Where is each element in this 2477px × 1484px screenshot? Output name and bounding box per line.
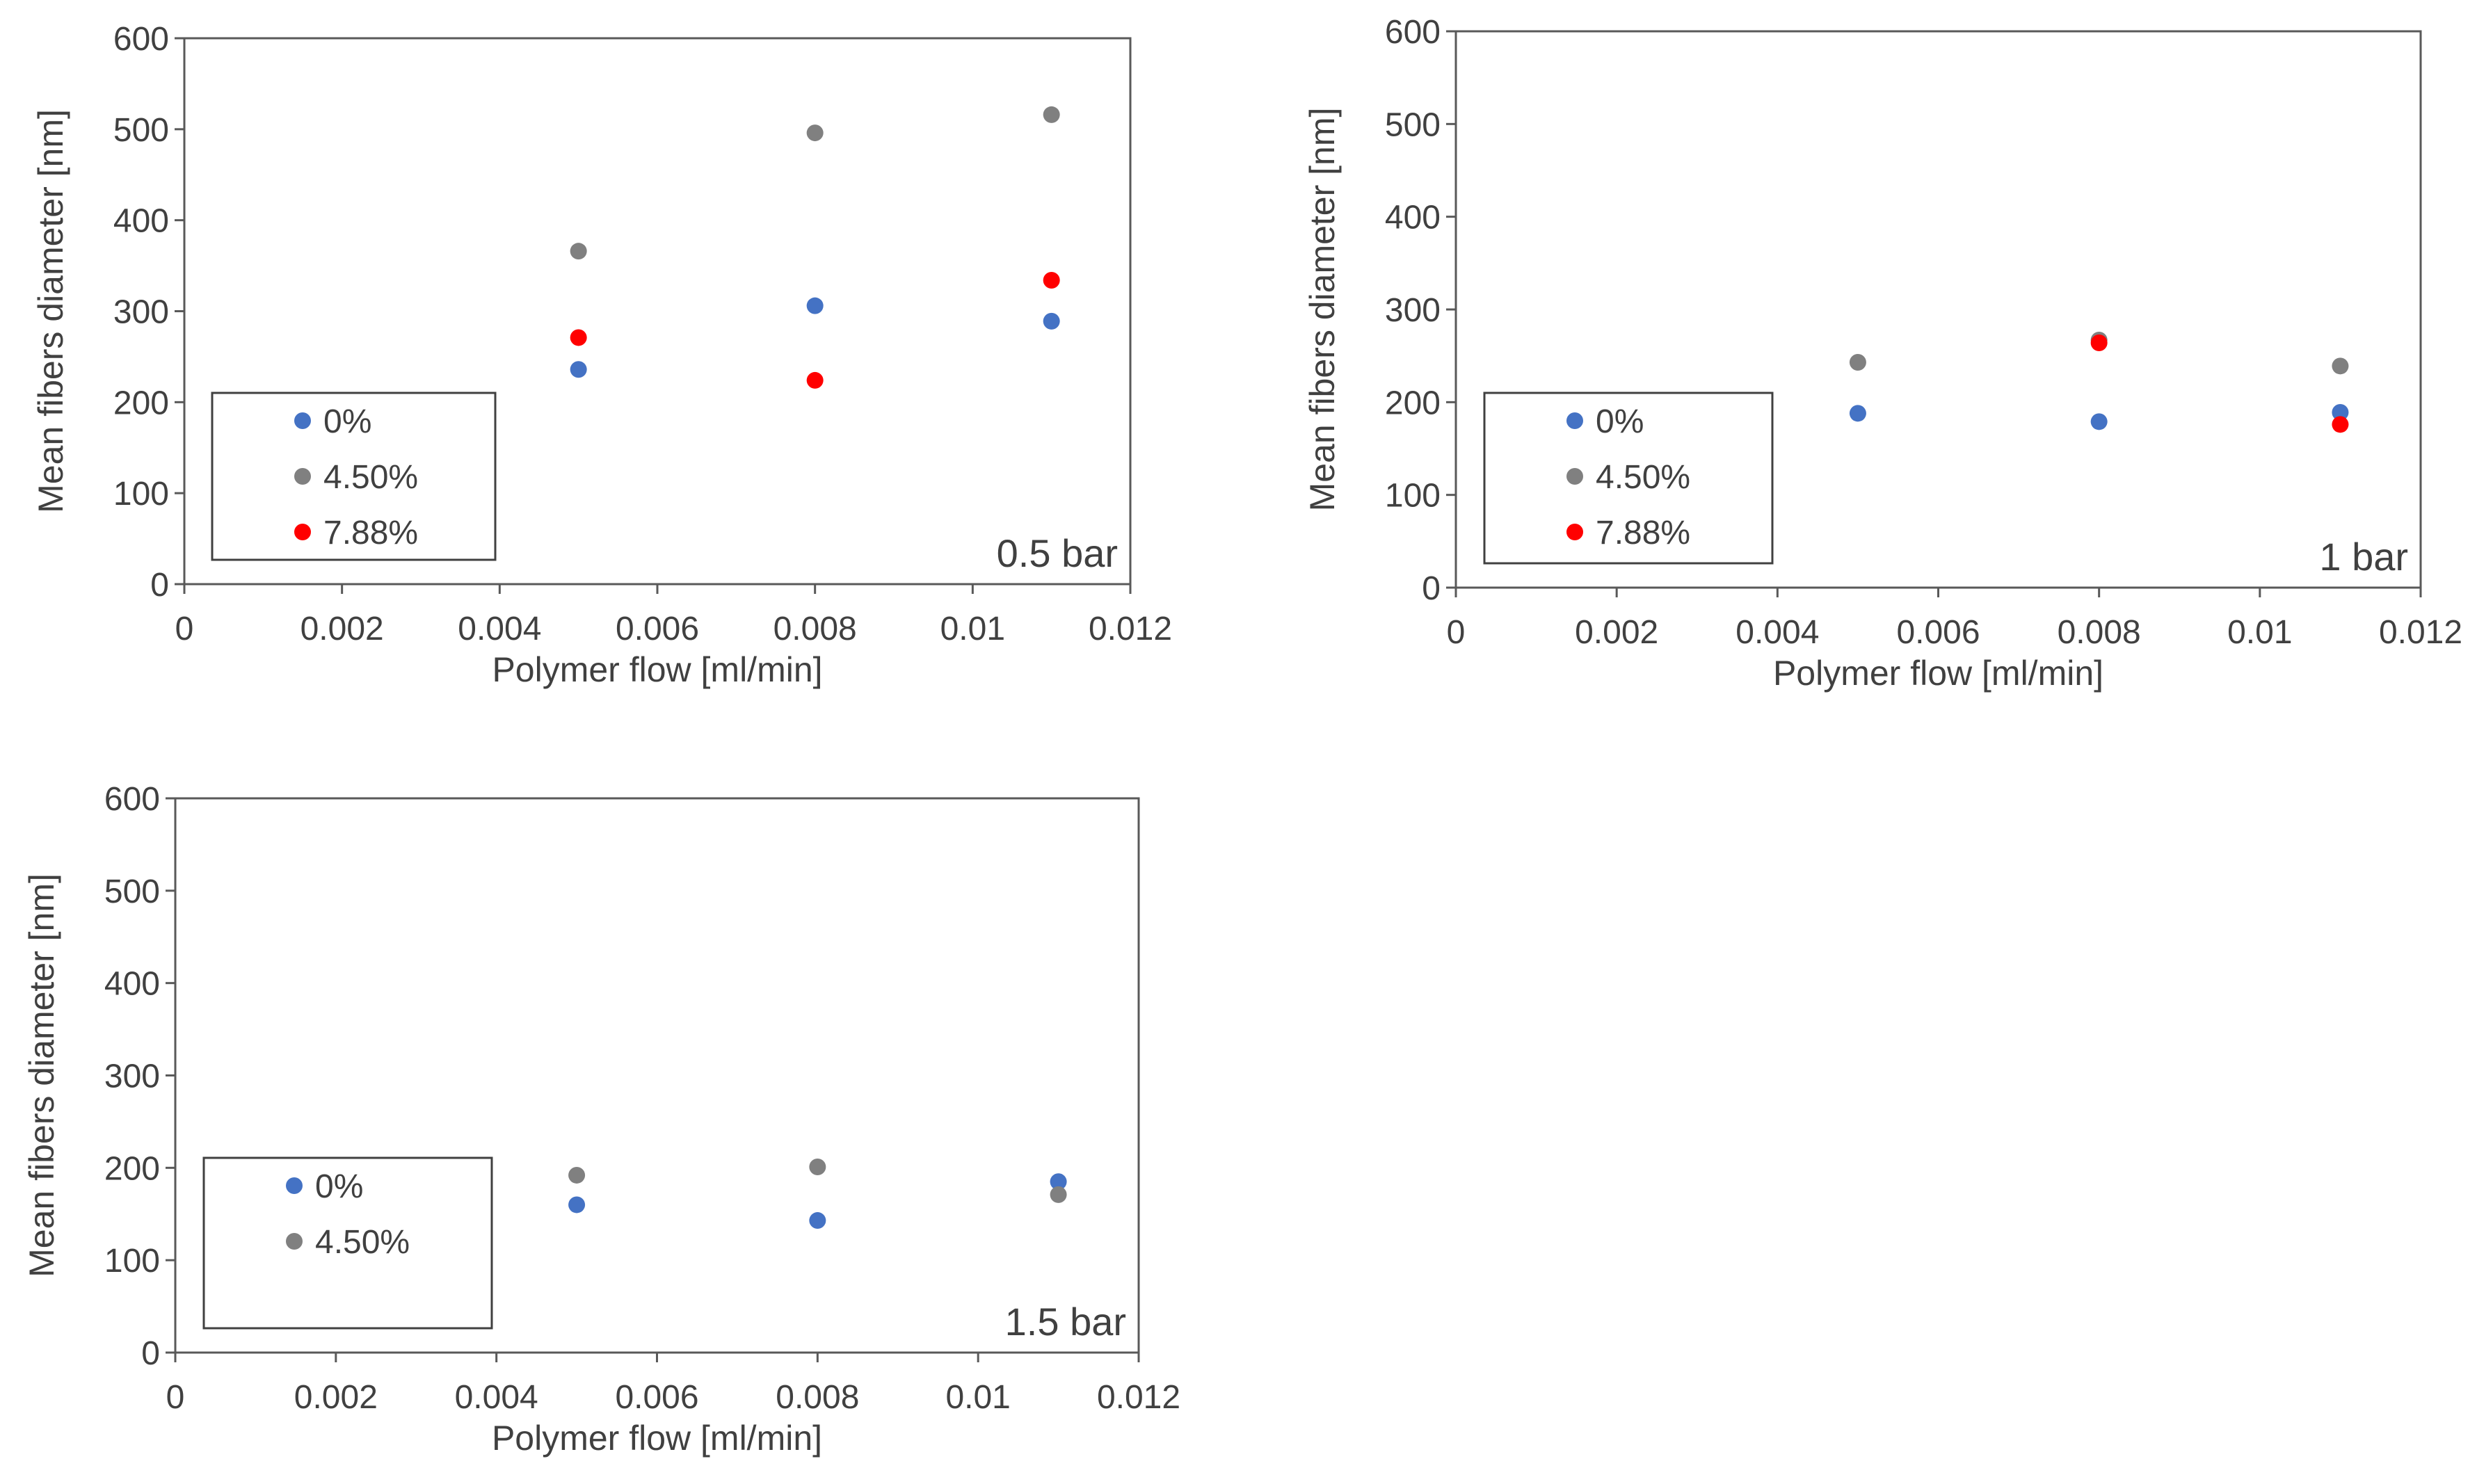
data-point-7-88: [806, 371, 824, 389]
chart-panel-0-5-bar: 0 100 200 300 400 500 600 0 0.002 0.004 0.006 0.008…: [31, 21, 1172, 689]
y-tick-label: 400: [104, 966, 160, 1003]
y-axis-title: Mean fibers diameter [nm]: [1303, 108, 1342, 512]
y-tick-label: 0: [141, 1335, 160, 1372]
x-axis-title: Polymer flow [ml/min]: [492, 650, 822, 689]
x-tick-label: 0.008: [773, 611, 857, 647]
x-axis-title: Polymer flow [ml/min]: [1773, 654, 2103, 693]
data-point-4-50: [806, 124, 824, 142]
legend-marker-4-50: [1566, 468, 1583, 485]
x-tick-label: 0.012: [2379, 614, 2462, 651]
data-point-0: [570, 361, 587, 378]
y-tick-label: 0: [150, 567, 169, 604]
legend-label-7-88: 7.88%: [323, 515, 418, 551]
x-tick-label: 0.01: [945, 1379, 1010, 1416]
data-point-0: [806, 297, 824, 314]
legend-box: [202, 1156, 493, 1330]
x-tick-label: 0.006: [616, 611, 699, 647]
data-point-7-88: [2332, 416, 2349, 433]
y-axis-title: Mean fibers diameter [nm]: [31, 109, 70, 513]
y-tick-label: 200: [104, 1150, 160, 1187]
chart-panel-1-bar: 0 100 200 300 400 500 600 0 0.002 0.004 0.006 0.008…: [1303, 14, 2462, 693]
legend-marker-7-88: [294, 524, 311, 540]
data-point-0: [2090, 413, 2108, 430]
y-tick-label: 500: [1385, 106, 1441, 143]
data-point-0: [809, 1212, 826, 1229]
panel-pressure-label: 1.5 bar: [1005, 1300, 1126, 1344]
legend-label-0: 0%: [323, 403, 371, 440]
y-tick-label: 600: [1385, 14, 1441, 51]
x-tick-label: 0.004: [458, 611, 541, 647]
x-tick-label: 0.004: [455, 1379, 538, 1416]
x-axis-title: Polymer flow [ml/min]: [492, 1419, 822, 1458]
data-point-4-50: [809, 1159, 826, 1176]
x-tick-label: 0.012: [1097, 1379, 1180, 1416]
x-tick-label: 0.004: [1735, 614, 1819, 651]
panel-pressure-label: 0.5 bar: [997, 531, 1118, 575]
x-tick-label: 0.008: [2058, 614, 2141, 651]
data-point-4-50: [1043, 106, 1060, 123]
legend-label-4-50: 4.50%: [323, 459, 418, 496]
legend-label-4-50: 4.50%: [315, 1224, 410, 1261]
y-tick-label: 300: [1385, 292, 1441, 329]
data-point-0: [1043, 312, 1060, 330]
x-tick-label: 0.008: [776, 1379, 859, 1416]
x-tick-label: 0.01: [2227, 614, 2292, 651]
y-tick-label: 500: [113, 112, 169, 149]
legend-marker-0: [286, 1177, 303, 1194]
legend-marker-7-88: [1566, 524, 1583, 540]
legend-label-0: 0%: [315, 1168, 363, 1205]
legend-label-7-88: 7.88%: [1596, 515, 1690, 551]
data-point-7-88: [2090, 334, 2108, 351]
data-point-0: [568, 1196, 586, 1213]
legend-box: [1483, 392, 1774, 565]
data-point-7-88: [570, 329, 587, 346]
data-point-4-50: [1849, 354, 1866, 371]
y-tick-label: 0: [1422, 570, 1441, 607]
legend-marker-4-50: [286, 1233, 303, 1250]
x-tick-label: 0.012: [1089, 611, 1172, 647]
y-axis-title: Mean fibers diameter [nm]: [22, 873, 61, 1277]
y-tick-label: 400: [113, 203, 169, 240]
y-tick-label: 400: [1385, 200, 1441, 236]
data-point-0: [2332, 404, 2349, 421]
y-tick-label: 600: [113, 21, 169, 58]
data-point-4-50: [1050, 1186, 1067, 1203]
y-tick-label: 100: [113, 476, 169, 513]
x-tick-label: 0: [1447, 614, 1466, 651]
y-tick-label: 600: [104, 781, 160, 818]
legend-label-4-50: 4.50%: [1596, 459, 1690, 496]
data-point-7-88: [1043, 272, 1060, 289]
x-tick-label: 0.01: [940, 611, 1005, 647]
x-tick-label: 0.002: [294, 1379, 378, 1416]
x-tick-label: 0: [175, 611, 194, 647]
x-tick-label: 0.006: [615, 1379, 698, 1416]
x-tick-label: 0.002: [300, 611, 384, 647]
legend-marker-4-50: [294, 468, 311, 485]
legend-marker-0: [1566, 412, 1583, 429]
y-tick-label: 100: [104, 1243, 160, 1280]
data-point-4-50: [568, 1166, 586, 1184]
data-point-4-50: [570, 243, 587, 260]
legend-box: [211, 392, 497, 561]
y-tick-label: 300: [104, 1058, 160, 1095]
x-tick-label: 0.006: [1896, 614, 1980, 651]
y-tick-label: 200: [113, 385, 169, 421]
y-tick-label: 200: [1385, 385, 1441, 421]
data-point-0: [1050, 1173, 1067, 1191]
chart-panel-1-5-bar: 0 100 200 300 400 500 600 0 0.002 0.004 0.006 0.008…: [22, 781, 1180, 1458]
panel-pressure-label: 1 bar: [2319, 535, 2408, 579]
legend-label-0: 0%: [1596, 403, 1644, 440]
data-point-0: [1849, 405, 1866, 422]
y-tick-label: 500: [104, 873, 160, 910]
x-tick-label: 0: [166, 1379, 185, 1416]
data-point-4-50: [2332, 357, 2349, 375]
x-tick-label: 0.002: [1575, 614, 1658, 651]
legend-marker-0: [294, 412, 311, 429]
y-tick-label: 100: [1385, 478, 1441, 515]
y-tick-label: 300: [113, 294, 169, 331]
